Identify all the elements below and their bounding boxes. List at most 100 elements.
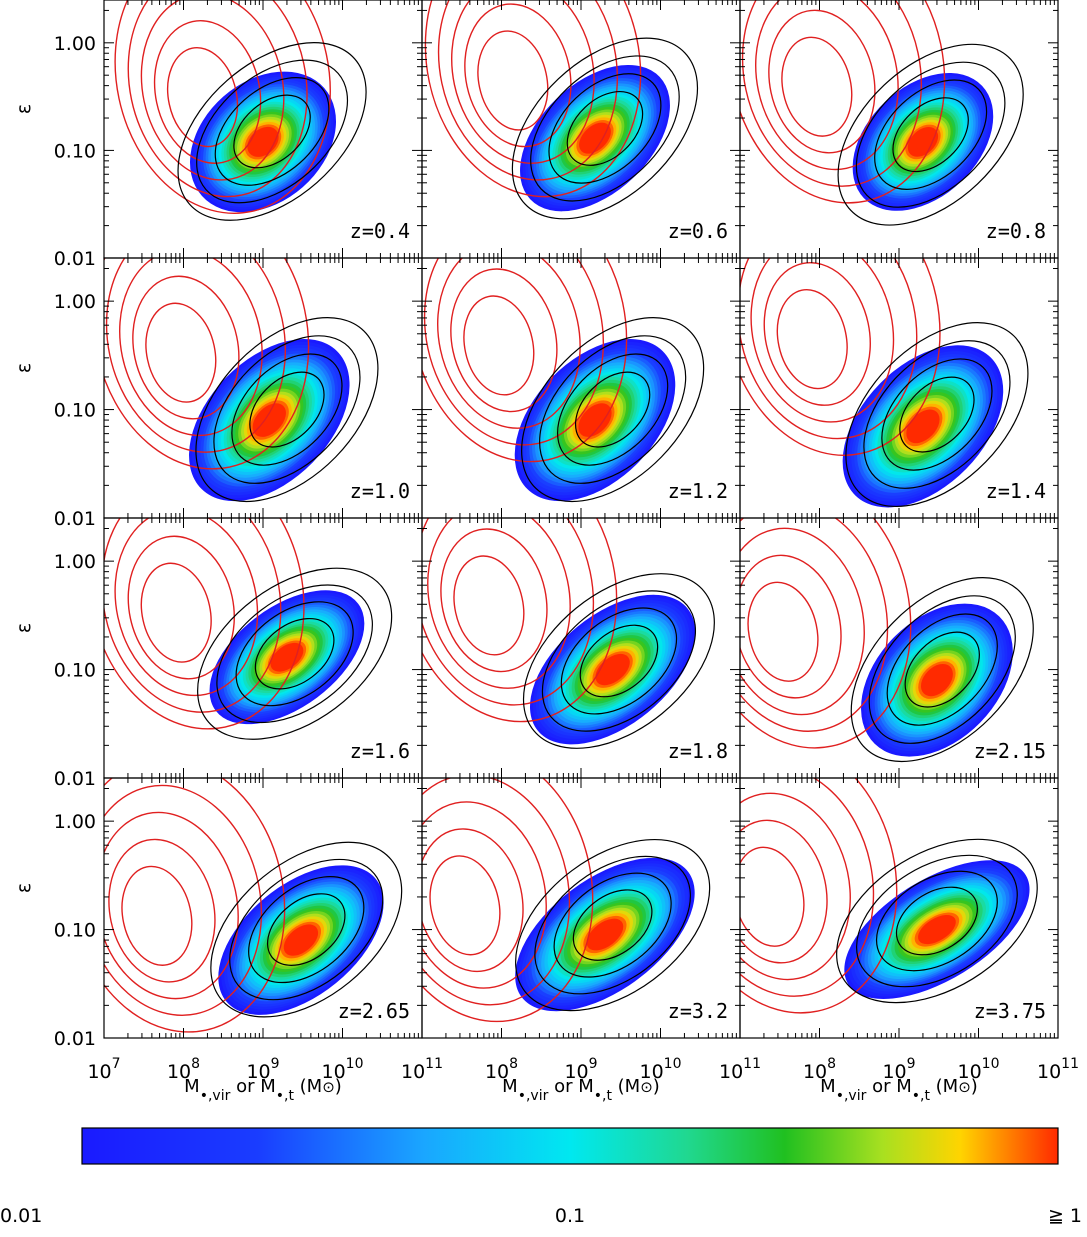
y-axis-label: ε <box>13 104 35 114</box>
x-tick-label: 109 <box>564 1056 597 1083</box>
black-contour <box>845 322 1029 508</box>
red-contour <box>114 518 259 697</box>
red-contour <box>740 518 912 749</box>
red-contour <box>740 0 946 204</box>
black-contour <box>511 37 699 220</box>
red-contour <box>422 828 524 973</box>
redshift-label: z=1.0 <box>350 479 410 503</box>
black-contour <box>216 584 373 724</box>
red-contour <box>740 778 875 997</box>
redshift-label: z=1.8 <box>668 739 728 763</box>
red-contour <box>740 792 851 981</box>
black-contour <box>836 838 1038 1004</box>
red-contour <box>145 302 217 403</box>
redshift-label: z=0.4 <box>350 219 410 243</box>
black-contour <box>541 590 697 732</box>
red-contour <box>740 819 828 964</box>
red-contour <box>477 30 549 131</box>
panel: z=1.2 <box>421 257 741 519</box>
black-contour <box>850 577 1034 763</box>
y-axis-label: ε <box>13 623 35 633</box>
black-contour <box>530 55 680 202</box>
black-contour <box>195 317 379 503</box>
red-contour <box>105 258 287 453</box>
black-contour <box>515 838 711 1012</box>
x-tick-label: 1010 <box>639 1056 681 1083</box>
panel: z=1.0 <box>103 257 423 519</box>
red-contour <box>740 846 805 947</box>
x-tick-label: 1011 <box>719 1056 761 1083</box>
black-contour <box>213 335 361 484</box>
black-contour <box>560 607 678 715</box>
density-level <box>928 922 946 937</box>
panel: z=1.8 <box>421 517 741 779</box>
red-contour <box>121 865 193 966</box>
x-axis-label: M•,vir or M•,t (M⊙) <box>184 1076 342 1104</box>
red-contour <box>740 778 898 1014</box>
black-contour <box>210 841 403 1018</box>
black-contour <box>855 61 1006 208</box>
redshift-label: z=1.2 <box>668 479 728 503</box>
y-tick-label: 0.10 <box>54 400 96 422</box>
red-contour <box>104 258 310 470</box>
red-contour <box>422 778 571 1006</box>
red-contour <box>127 535 235 680</box>
red-contour <box>740 518 889 732</box>
black-contour <box>556 353 669 466</box>
red-contour <box>108 838 216 983</box>
red-contour <box>740 258 918 440</box>
x-tick-label: 109 <box>246 1056 279 1083</box>
panel: z=0.8 <box>739 0 1059 259</box>
red-contour <box>740 258 941 456</box>
red-contour <box>127 0 308 198</box>
red-contour <box>140 0 285 181</box>
x-tick-label: 108 <box>485 1056 518 1083</box>
red-contour <box>437 0 619 181</box>
redshift-label: z=3.2 <box>668 999 728 1023</box>
colorbar-tick-label: 0.1 <box>555 1205 585 1227</box>
black-contour <box>892 97 969 173</box>
red-contour <box>750 258 895 423</box>
redshift-label: z=0.6 <box>668 219 728 243</box>
black-contour <box>249 371 325 448</box>
density-level <box>278 650 296 665</box>
black-contour <box>868 595 1016 744</box>
panel: z=2.15 <box>739 517 1059 779</box>
red-contour <box>140 562 212 663</box>
x-tick-label: 108 <box>167 1056 200 1083</box>
black-contour <box>196 59 349 204</box>
red-contour <box>104 518 282 713</box>
y-tick-label: 0.10 <box>54 660 96 682</box>
x-axis-label: M•,vir or M•,t (M⊙) <box>820 1076 978 1104</box>
red-contour <box>422 518 618 723</box>
black-contour <box>522 573 715 749</box>
red-contour <box>755 0 899 171</box>
redshift-label: z=3.75 <box>974 999 1046 1023</box>
y-tick-label: 1.00 <box>54 551 96 573</box>
black-contour <box>197 567 393 740</box>
black-contour <box>231 353 343 466</box>
black-contour <box>248 876 365 984</box>
black-contour <box>229 858 384 1001</box>
red-contour <box>104 811 239 1000</box>
black-contour <box>254 617 335 690</box>
red-contour <box>740 554 842 699</box>
density-level <box>587 130 603 146</box>
red-contour <box>451 0 595 164</box>
black-contour <box>548 73 662 184</box>
black-contour <box>899 376 975 453</box>
panel: z=0.4 <box>103 0 423 259</box>
red-contour <box>119 258 263 437</box>
density-level <box>587 412 603 429</box>
black-contour <box>875 870 998 972</box>
x-tick-label: 1010 <box>321 1056 363 1083</box>
black-contour <box>266 893 346 966</box>
colorbar <box>81 1127 1059 1165</box>
density-level <box>914 418 931 435</box>
black-contour <box>881 358 993 471</box>
x-tick-label: 108 <box>803 1056 836 1083</box>
y-tick-label: 0.01 <box>54 508 96 530</box>
black-contour <box>574 371 651 448</box>
y-tick-label: 1.00 <box>54 291 96 313</box>
